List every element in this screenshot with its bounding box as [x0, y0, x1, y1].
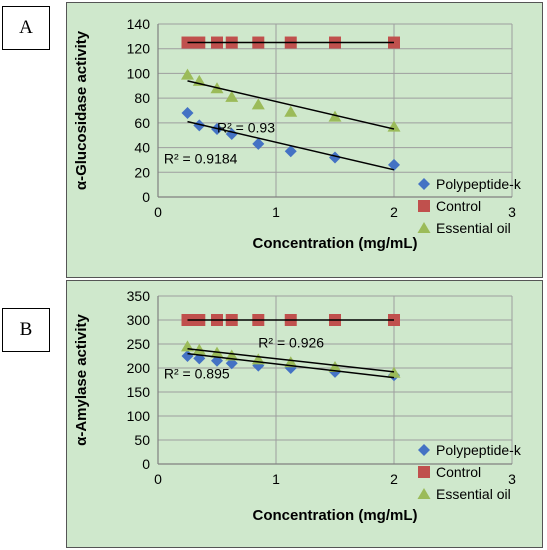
legend-marker: [418, 200, 430, 212]
legend-marker: [418, 178, 430, 190]
legend-marker: [418, 466, 430, 478]
data-point: [387, 366, 401, 378]
x-tick-label: 3: [508, 471, 516, 487]
data-point: [252, 137, 265, 150]
legend-entry: Polypeptide-k: [436, 176, 522, 192]
r-squared-annotation: R² = 0.926: [258, 334, 324, 350]
x-axis-label: Concentration (mg/mL): [253, 507, 418, 524]
x-tick-label: 1: [272, 471, 280, 487]
y-tick-label: 80: [134, 90, 150, 106]
legend-entry: Essential oil: [436, 220, 511, 236]
data-point: [225, 90, 239, 102]
data-point: [193, 119, 206, 132]
y-tick-label: 60: [134, 115, 150, 131]
trendline: [187, 120, 395, 171]
y-tick-label: 50: [134, 432, 150, 448]
data-point: [193, 352, 206, 365]
y-tick-label: 300: [127, 312, 151, 328]
data-point: [284, 145, 297, 158]
trendline: [187, 352, 395, 379]
legend-marker: [417, 222, 431, 233]
x-tick-label: 1: [272, 204, 280, 220]
data-point: [328, 361, 342, 373]
x-axis-label: Concentration (mg/mL): [253, 235, 418, 252]
y-tick-label: 250: [127, 336, 151, 352]
y-tick-label: 20: [134, 164, 150, 180]
glucosidase-chart: 0 20 40 60 80 100 120 140 0 1 2 3 Concentration (mg/…: [66, 2, 543, 278]
r-squared-annotation: R² = 0.93: [217, 120, 275, 136]
r-squared-annotation: R² = 0.9184: [164, 151, 238, 167]
data-point: [251, 98, 265, 110]
data-point: [388, 158, 400, 171]
panel-label-a: A: [2, 6, 50, 50]
data-point: [181, 350, 194, 362]
x-tick-label: 2: [390, 204, 398, 220]
data-point: [328, 110, 342, 122]
data-point: [329, 151, 341, 164]
amylase-chart: 0 50 100 150 200 250 300 350 0 1 2 3 Concentration (…: [66, 280, 543, 548]
y-tick-label: 140: [127, 16, 151, 32]
y-tick-label: 40: [134, 140, 150, 156]
panel-label-b: B: [2, 308, 50, 352]
x-tick-label: 2: [390, 471, 398, 487]
r-squared-annotation: R² = 0.895: [164, 366, 230, 382]
legend-entry: Control: [436, 198, 481, 214]
y-tick-label: 120: [127, 41, 151, 57]
y-tick-label: 350: [127, 288, 151, 304]
y-tick-label: 100: [127, 65, 151, 81]
y-tick-label: 100: [127, 408, 151, 424]
legend-entry: Control: [436, 464, 481, 480]
data-point: [192, 343, 206, 355]
y-tick-label: 150: [127, 384, 151, 400]
legend-entry: Essential oil: [436, 486, 511, 502]
chart-background: [66, 280, 543, 548]
y-axis-label: α-Amylase activity: [73, 313, 90, 445]
data-point: [211, 354, 223, 367]
data-point: [181, 106, 194, 119]
trendline: [187, 348, 395, 373]
x-tick-label: 3: [508, 204, 516, 220]
y-axis-label: α-Glucosidase activity: [73, 30, 90, 190]
legend-marker: [418, 444, 430, 456]
legend-entry: Polypeptide-k: [436, 442, 522, 458]
data-point: [181, 68, 194, 80]
y-tick-label: 0: [142, 456, 150, 472]
x-tick-label: 0: [154, 471, 162, 487]
y-tick-label: 0: [142, 189, 150, 205]
trendline: [187, 80, 395, 130]
x-tick-label: 0: [154, 204, 162, 220]
y-tick-label: 200: [127, 360, 151, 376]
legend-marker: [417, 488, 431, 499]
data-point: [284, 105, 298, 117]
